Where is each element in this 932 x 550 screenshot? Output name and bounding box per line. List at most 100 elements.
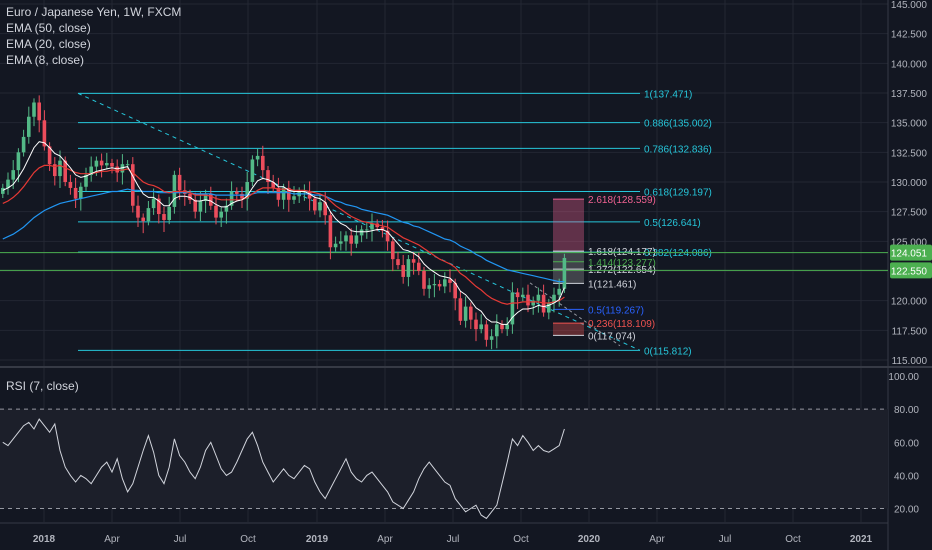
- candlestick-series[interactable]: [1, 95, 567, 350]
- fib-level-label: 0.5(126.641): [644, 218, 701, 229]
- rsi-line: [2, 418, 565, 520]
- fib-ext-label: 1.414(123.277): [588, 258, 656, 269]
- candle-body: [271, 182, 275, 188]
- candle-body: [339, 241, 343, 244]
- candle-body: [354, 235, 359, 244]
- candle-body: [110, 163, 114, 167]
- candle-body: [37, 102, 41, 121]
- candle-body: [53, 164, 57, 177]
- candle-body: [313, 198, 317, 211]
- price-tick-label: 140.000: [891, 59, 928, 70]
- candle-body: [531, 300, 535, 306]
- rsi-tick-label: 60.00: [894, 438, 919, 449]
- price-tick-label: 127.500: [891, 208, 928, 219]
- ema50-label[interactable]: EMA (50, close): [6, 21, 91, 35]
- candle-body: [94, 160, 99, 167]
- candle-body: [235, 191, 239, 194]
- candle-body: [105, 163, 109, 166]
- candle-body: [125, 164, 130, 166]
- candle-body: [1, 187, 5, 194]
- candle-body: [16, 152, 21, 171]
- candle-body: [349, 235, 353, 244]
- candle-body: [547, 303, 551, 313]
- candle-body: [281, 187, 286, 200]
- candle-body: [458, 298, 463, 321]
- fib-level-label: 0.886(135.002): [644, 119, 712, 130]
- symbol-title[interactable]: Euro / Japanese Yen, 1W, FXCM: [6, 5, 182, 19]
- candle-body: [151, 198, 156, 209]
- candle-body: [552, 294, 556, 304]
- candle-body: [188, 193, 192, 200]
- price-tick-label: 135.000: [891, 119, 928, 130]
- candle-body: [541, 294, 546, 313]
- candle-body: [162, 214, 166, 220]
- candle-body: [448, 279, 452, 283]
- fib-ext-label: 2.618(128.559): [588, 195, 656, 206]
- candle-body: [68, 182, 73, 188]
- candle-body: [255, 155, 260, 160]
- candle-body: [89, 166, 93, 175]
- rsi-tick-label: 20.00: [894, 505, 919, 516]
- candle-body: [463, 306, 468, 321]
- candle-body: [266, 170, 270, 182]
- candle-body: [469, 306, 473, 320]
- fib-level-label: 1(137.471): [644, 89, 692, 100]
- candle-body: [99, 160, 104, 166]
- candle-body: [136, 205, 140, 218]
- time-tick-label: Oct: [513, 534, 529, 545]
- candle-body: [198, 200, 203, 212]
- candle-body: [443, 279, 447, 287]
- axes: 145.000 142.500 140.000 137.500 135.000 132.5…: [33, 0, 932, 545]
- ema50-line: [2, 188, 565, 283]
- candle-body: [219, 211, 223, 218]
- candle-body: [141, 217, 145, 222]
- candle-body: [120, 164, 125, 173]
- time-tick-label: 2021: [850, 534, 873, 545]
- candle-body: [396, 259, 400, 266]
- candle-body: [261, 155, 265, 171]
- ema8-line: [2, 141, 565, 325]
- candle-body: [562, 257, 567, 289]
- price-tick-label: 125.000: [891, 237, 928, 248]
- candle-body: [359, 229, 364, 236]
- candle-body: [146, 208, 151, 222]
- candle-body: [505, 324, 509, 330]
- candle-body: [224, 205, 229, 212]
- candle-body: [489, 336, 494, 340]
- candle-body: [427, 285, 431, 289]
- candle-body: [177, 174, 182, 191]
- candle-body: [47, 146, 52, 165]
- fib-ext-zone: [553, 251, 584, 284]
- candle-body: [240, 193, 244, 199]
- price-tick-label: 115.000: [892, 356, 928, 367]
- price-tick-label: 130.000: [891, 178, 928, 189]
- time-tick-label: 2018: [33, 534, 56, 545]
- candle-body: [432, 284, 437, 286]
- time-tick-label: Oct: [785, 534, 801, 545]
- candle-body: [42, 120, 47, 147]
- candle-body: [193, 199, 197, 212]
- candle-body: [287, 187, 291, 200]
- candle-body: [250, 159, 255, 182]
- candle-body: [484, 324, 489, 340]
- ema8-label[interactable]: EMA (8, close): [6, 53, 85, 67]
- rsi-label[interactable]: RSI (7, close): [6, 379, 79, 393]
- candle-body: [365, 229, 369, 231]
- fib-ext-zone: [553, 323, 584, 336]
- fib-level-label: 0.786(132.836): [644, 144, 712, 155]
- fib-level-label: 0(115.812): [644, 346, 692, 357]
- price-badge-label: 122.550: [891, 266, 928, 277]
- fib-level-label: 0.618(129.197): [644, 188, 712, 199]
- candle-body: [406, 259, 411, 277]
- time-tick-label: Apr: [649, 534, 665, 545]
- candle-body: [203, 193, 208, 201]
- candle-body: [515, 292, 520, 298]
- candle-body: [6, 179, 10, 188]
- candle-body: [526, 294, 530, 306]
- price-tick-label: 145.000: [891, 0, 928, 11]
- ema20-label[interactable]: EMA (20, close): [6, 37, 91, 51]
- candle-body: [370, 223, 374, 230]
- candle-body: [521, 294, 525, 298]
- candle-body: [63, 160, 67, 182]
